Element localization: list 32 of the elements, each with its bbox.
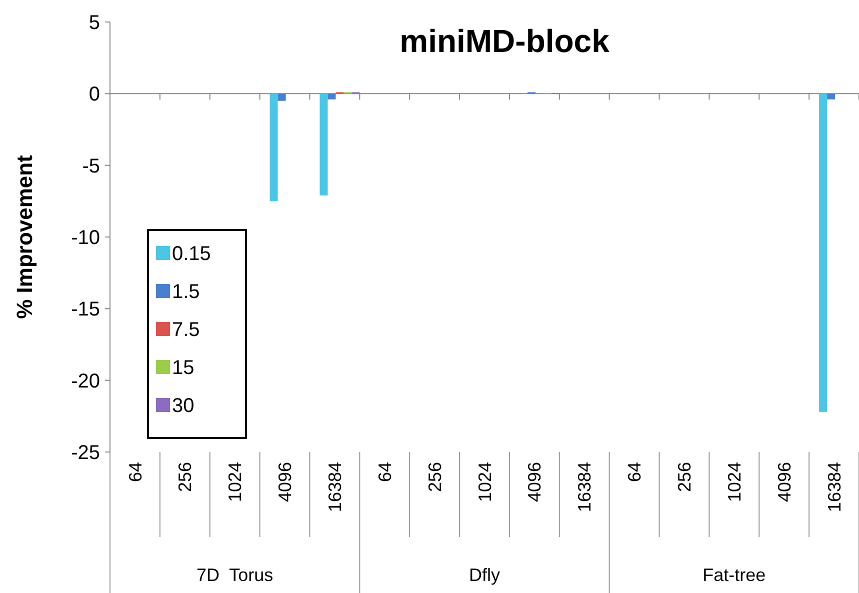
- x-tick-label: 64: [374, 462, 395, 482]
- chart-title: miniMD-block: [400, 23, 610, 59]
- text: Dfly: [469, 565, 500, 585]
- y-tick-label: -15: [71, 298, 100, 321]
- x-tick-label: 16384: [325, 462, 345, 512]
- x-tick-label: 256: [424, 462, 445, 492]
- x-tick-label: 4096: [275, 462, 296, 502]
- legend-label: 30: [172, 395, 194, 417]
- x-tick-label: 4096: [524, 462, 545, 502]
- x-tick-label: 256: [175, 462, 196, 492]
- text: 7D Torus: [196, 565, 274, 585]
- y-tick-label: -10: [71, 227, 100, 249]
- x-tick-label: 1024: [225, 462, 246, 502]
- y-tick-label: -5: [82, 155, 100, 178]
- legend-label: 7.5: [172, 319, 200, 341]
- x-tick-label: 4096: [774, 462, 794, 502]
- legend-label: 0.15: [172, 243, 211, 265]
- y-tick-label: -20: [71, 370, 100, 392]
- y-axis-title: % Improvement: [12, 154, 37, 319]
- x-tick-label: 1024: [474, 462, 495, 502]
- x-tick-label: 64: [125, 462, 146, 482]
- x-tick-label: 256: [674, 462, 695, 492]
- legend-label: 1.5: [172, 281, 200, 303]
- x-tick-label: 64: [624, 462, 645, 482]
- y-tick-label: -25: [71, 442, 100, 464]
- x-tick-label: 16384: [574, 462, 595, 512]
- y-tick-label: 5: [88, 12, 100, 34]
- y-tick-label: 0: [88, 84, 100, 106]
- legend-label: 15: [172, 357, 194, 379]
- x-tick-label: 1024: [724, 462, 744, 502]
- x-tick-label: 16384: [824, 462, 844, 512]
- text: Fat-tree: [702, 565, 766, 585]
